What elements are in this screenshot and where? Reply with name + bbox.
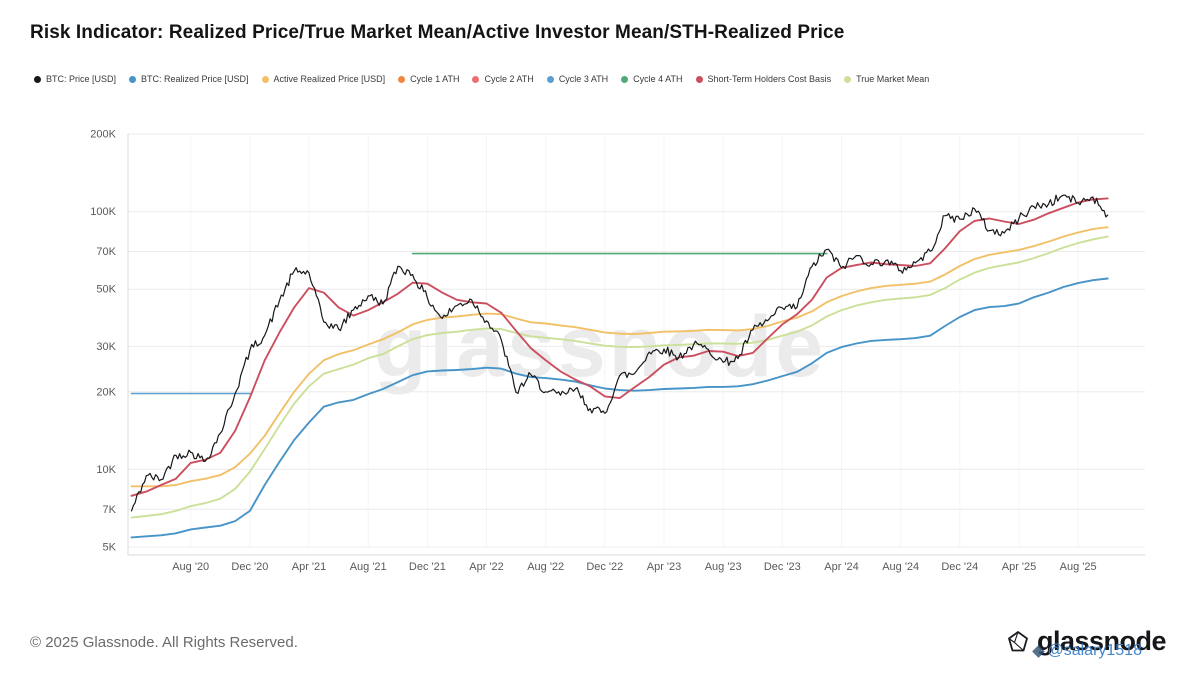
y-tick-label: 200K <box>90 129 116 141</box>
x-tick-label: Aug '21 <box>350 561 387 573</box>
y-tick-label: 30K <box>96 341 116 353</box>
x-tick-label: Dec '24 <box>941 561 978 573</box>
legend-label: Short-Term Holders Cost Basis <box>707 74 832 84</box>
x-tick-label: Apr '25 <box>1002 561 1037 573</box>
x-tick-label: Aug '25 <box>1060 561 1097 573</box>
uploader-watermark: @salary1518 <box>1032 642 1142 660</box>
legend-item-short-term-holders-cost-basis[interactable]: Short-Term Holders Cost Basis <box>695 74 832 84</box>
legend-label: Active Realized Price [USD] <box>273 74 386 84</box>
glassnode-background-watermark: glassnode <box>374 299 826 395</box>
x-tick-label: Dec '20 <box>231 561 268 573</box>
glassnode-wordmark: glassnode <box>1036 626 1167 656</box>
x-tick-label: Aug '23 <box>705 561 742 573</box>
y-tick-label: 20K <box>96 386 116 398</box>
x-tick-label: Dec '21 <box>409 561 446 573</box>
series-btc-realized-price-usd <box>130 277 1109 539</box>
y-tick-label: 7K <box>103 504 117 516</box>
legend-item-cycle-2-ath[interactable]: Cycle 2 ATH <box>472 74 534 84</box>
legend: BTC: Price [USD] BTC: Realized Price [USD… <box>34 74 1180 84</box>
x-tick-label: Aug '24 <box>882 561 919 573</box>
legend-item-true-market-mean[interactable]: True Market Mean <box>844 74 929 84</box>
x-tick-label: Apr '21 <box>292 561 327 573</box>
chart-title: Risk Indicator: Realized Price/True Mark… <box>30 22 845 43</box>
legend-color-dot <box>261 75 269 83</box>
legend-color-dot <box>621 75 629 83</box>
y-tick-label: 100K <box>90 206 116 218</box>
glassnode-logo: glassnode <box>1006 626 1167 657</box>
legend-label: Cycle 2 ATH <box>484 74 534 84</box>
series-true-market-mean <box>130 235 1109 519</box>
legend-label: Cycle 1 ATH <box>410 74 460 84</box>
legend-item-active-realized-price-usd[interactable]: Active Realized Price [USD] <box>261 74 386 84</box>
legend-label: Cycle 3 ATH <box>558 74 609 84</box>
legend-label: BTC: Realized Price [USD] <box>141 74 249 84</box>
x-tick-label: Apr '22 <box>469 561 504 573</box>
series-short-term-holders-cost-basis <box>130 197 1109 497</box>
x-tick-label: Aug '22 <box>527 561 564 573</box>
series-active-realized-price-usd <box>130 226 1109 488</box>
legend-item-cycle-3-ath[interactable]: Cycle 3 ATH <box>546 74 609 84</box>
x-tick-label: Dec '23 <box>764 561 801 573</box>
glassnode-logo-icon <box>1008 630 1028 651</box>
legend-item-cycle-1-ath[interactable]: Cycle 1 ATH <box>398 74 459 84</box>
x-tick-label: Aug '20 <box>172 561 209 573</box>
legend-color-dot <box>398 75 406 83</box>
legend-item-cycle-4-ath[interactable]: Cycle 4 ATH <box>621 74 683 84</box>
y-tick-label: 5K <box>103 542 117 554</box>
chart-canvas[interactable]: Aug '20 Dec '20 Apr '21 Aug '21 Dec '21 Apr '… <box>0 118 1200 598</box>
legend-color-dot <box>472 75 480 83</box>
watermark-diamond-icon <box>1032 644 1046 658</box>
x-tick-label: Apr '23 <box>647 561 682 573</box>
legend-color-dot <box>695 75 703 83</box>
legend-item-btc-price-usd[interactable]: BTC: Price [USD] <box>34 74 116 84</box>
copyright-text: © 2025 Glassnode. All Rights Reserved. <box>30 634 298 651</box>
legend-color-dot <box>844 75 852 83</box>
y-tick-label: 10K <box>96 464 116 476</box>
legend-label: Cycle 4 ATH <box>633 74 683 84</box>
legend-color-dot <box>34 75 41 83</box>
uploader-watermark-text: @salary1518 <box>1047 642 1142 659</box>
y-tick-label: 70K <box>96 246 116 258</box>
legend-color-dot <box>129 75 137 83</box>
legend-color-dot <box>546 75 554 83</box>
legend-label: True Market Mean <box>856 74 930 84</box>
legend-item-btc-realized-price-usd[interactable]: BTC: Realized Price [USD] <box>129 74 249 84</box>
x-tick-label: Apr '24 <box>824 561 859 573</box>
x-tick-label: Dec '22 <box>586 561 623 573</box>
series-btc-price-usd <box>130 194 1109 512</box>
legend-label: BTC: Price [USD] <box>46 74 117 84</box>
y-tick-label: 50K <box>96 284 116 296</box>
